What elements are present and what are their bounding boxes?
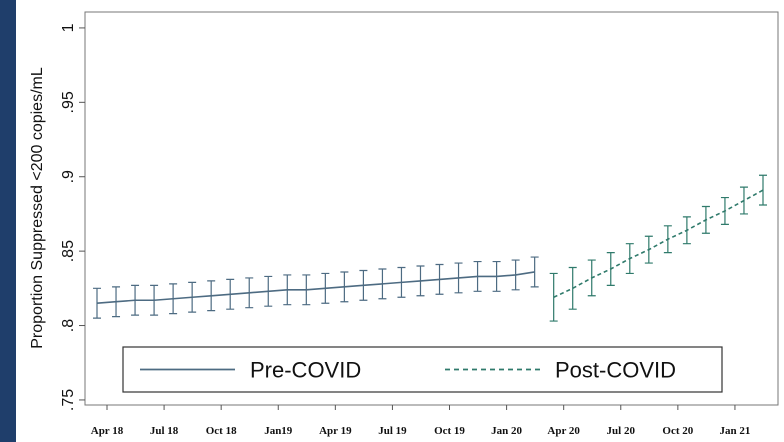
x-tick-label: Jul 20 [607, 425, 636, 437]
error-bar [112, 286, 121, 318]
series-line [96, 271, 535, 305]
error-bar [701, 205, 710, 234]
slide-edge [0, 0, 16, 442]
x-tick-label: Jan19 [264, 425, 293, 437]
error-bar [454, 262, 463, 294]
x-tick-label: Jan 20 [491, 425, 522, 437]
y-tick-label: .95 [60, 91, 77, 113]
error-bar [530, 256, 539, 288]
error-bar [397, 266, 406, 298]
y-tick-label: .8 [60, 319, 77, 332]
error-bar [188, 281, 197, 313]
error-bar [682, 216, 691, 245]
error-bar [606, 252, 615, 286]
x-tick-label: Jul 19 [378, 425, 407, 437]
plot-frame [84, 11, 779, 406]
error-bar [150, 284, 159, 316]
error-bar [340, 271, 349, 303]
legend-label: Pre-COVID [250, 358, 361, 383]
x-tick-label: Oct 20 [662, 425, 693, 437]
error-bar [511, 259, 520, 291]
error-bar [131, 284, 140, 316]
error-bar [169, 283, 178, 315]
x-tick-label: Apr 20 [547, 425, 580, 437]
error-bar [245, 277, 254, 309]
error-bar [473, 260, 482, 292]
legend-label: Post-COVID [555, 358, 676, 383]
y-axis-label: Proportion Suppressed <200 copies/mL [29, 67, 46, 349]
x-tick-label: Jul 18 [150, 425, 179, 437]
x-tick-label: Apr 18 [91, 425, 124, 437]
x-tick-label: Jan 21 [720, 425, 751, 437]
y-tick-label: .9 [60, 170, 77, 183]
error-bar [264, 275, 273, 307]
error-bar [93, 287, 101, 319]
y-tick-label: 1 [60, 23, 77, 32]
error-bar [416, 265, 425, 297]
error-bar [587, 259, 596, 297]
error-bar [720, 196, 729, 225]
error-bar [359, 269, 368, 301]
error-bar [435, 263, 444, 295]
y-tick-label: .75 [60, 389, 77, 411]
error-bar [625, 243, 634, 275]
error-bar [663, 225, 672, 254]
x-tick-label: Apr 19 [319, 425, 352, 437]
error-bar [283, 274, 292, 306]
error-bar [492, 260, 501, 292]
error-bar [644, 235, 653, 264]
error-bar [378, 268, 387, 300]
error-bar [207, 280, 216, 312]
y-tick-label: .85 [60, 240, 77, 262]
error-bar [739, 186, 748, 215]
error-bar [302, 274, 311, 306]
x-tick-label: Oct 18 [206, 425, 237, 437]
error-bar [321, 272, 330, 304]
error-bar [568, 266, 577, 310]
error-bar [549, 272, 558, 322]
x-tick-label: Oct 19 [434, 425, 465, 437]
error-bar [226, 278, 235, 310]
error-bar [759, 174, 767, 206]
